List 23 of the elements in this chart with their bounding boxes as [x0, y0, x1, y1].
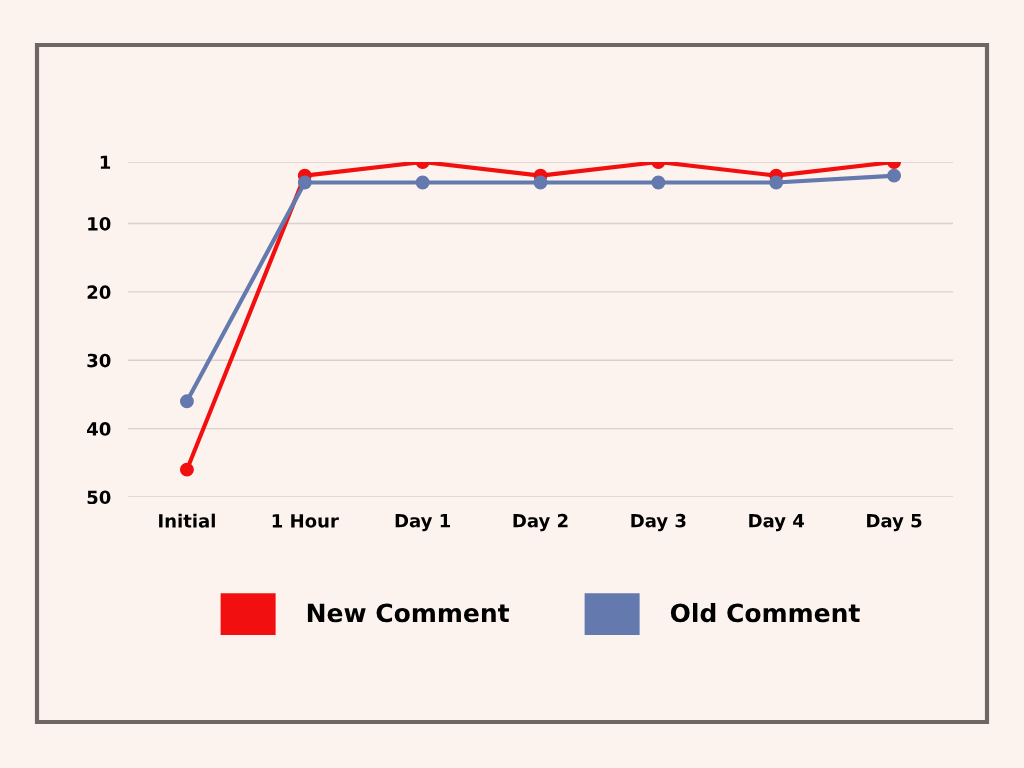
x-tick-label: Initial	[159, 513, 215, 528]
point	[651, 175, 666, 190]
y-tick-label: 20	[87, 285, 111, 300]
y-tick-label: 40	[87, 422, 111, 436]
y-tick-label: 10	[88, 216, 111, 231]
point	[887, 168, 902, 183]
y-tick-label: 1	[100, 155, 111, 169]
x-tick-label: Day 5	[867, 514, 922, 532]
x-tick-label: Day 4	[749, 514, 804, 532]
legend-label: Old Comment	[670, 602, 860, 623]
x-tick-label: Day 2	[513, 513, 568, 532]
point	[415, 175, 430, 190]
y-tick-label: 50	[87, 490, 111, 505]
legend-label: New Comment	[307, 603, 510, 623]
point	[179, 394, 194, 409]
x-tick-label: Day 3	[631, 513, 686, 532]
y-tick-label: 30	[87, 353, 111, 368]
x-tick-label: Day 1	[395, 514, 451, 532]
point	[533, 175, 548, 190]
x-tick-label: 1 Hour	[272, 514, 339, 528]
point	[179, 462, 194, 477]
point	[769, 175, 784, 190]
point	[297, 175, 312, 190]
